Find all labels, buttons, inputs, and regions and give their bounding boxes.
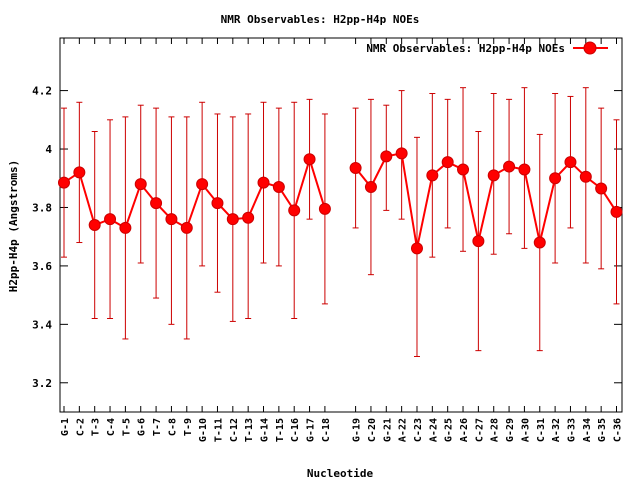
x-tick-label: A-34 [582, 418, 593, 442]
y-tick-label: 4.2 [32, 85, 52, 98]
x-tick-label: C-23 [413, 418, 424, 442]
x-tick-label: G-33 [566, 418, 577, 442]
data-point [303, 153, 316, 166]
data-point [211, 197, 224, 210]
y-tick-label: 4 [45, 143, 52, 156]
data-point [272, 181, 285, 194]
data-point [518, 163, 531, 176]
x-tick-label: C-18 [321, 418, 332, 442]
series-lines [63, 152, 618, 249]
data-point [180, 221, 193, 234]
data-point [257, 176, 270, 189]
data-point [441, 156, 454, 169]
x-tick-label: T-13 [244, 418, 255, 442]
data-point [533, 236, 546, 249]
x-tick-label: C-31 [536, 418, 547, 442]
x-tick-label: T-7 [152, 418, 163, 436]
data-point [165, 213, 178, 226]
x-tick-label: C-16 [290, 418, 301, 442]
y-axis-label: H2pp-H4p (Angstroms) [7, 160, 20, 292]
data-point [579, 170, 592, 183]
data-point [503, 160, 516, 173]
x-tick-label: T-11 [213, 418, 224, 442]
x-tick-label: G-14 [260, 418, 271, 442]
x-tick-label: G-29 [505, 418, 516, 442]
data-point [226, 213, 239, 226]
x-tick-label: C-12 [229, 418, 240, 442]
axis-ticks [60, 38, 622, 412]
x-tick-label: G-21 [382, 418, 393, 442]
data-point [88, 219, 101, 231]
x-tick-label: G-35 [597, 418, 608, 442]
data-point [288, 204, 301, 217]
y-tick-labels: 3.2 3.4 3.6 3.8 4 4.2 [32, 85, 52, 390]
data-point [58, 176, 70, 189]
x-tick-label: G-6 [137, 418, 148, 436]
series-line [354, 152, 618, 249]
legend-label: NMR Observables: H2pp-H4p NOEs [366, 42, 565, 55]
data-point [426, 169, 439, 182]
x-tick-labels: G-1 C-2 T-3 C-4 T-5 G-6 T-7 C-8 T-9 G-10 T-11 C-12 T… [60, 418, 624, 442]
y-tick-label: 3.6 [32, 260, 52, 273]
legend: NMR Observables: H2pp-H4p NOEs [366, 41, 608, 55]
data-point [134, 178, 147, 191]
x-tick-label: C-27 [474, 418, 485, 442]
data-point [472, 235, 485, 248]
data-point [410, 242, 423, 255]
x-tick-label: T-5 [121, 418, 132, 436]
x-tick-label: A-22 [398, 418, 409, 442]
legend-marker [583, 41, 597, 55]
x-tick-label: C-4 [106, 418, 117, 436]
data-point [349, 162, 362, 175]
plot-frame [59, 37, 623, 413]
data-point [487, 169, 500, 182]
y-tick-label: 3.2 [32, 377, 52, 390]
x-tick-label: A-26 [459, 418, 470, 442]
x-tick-label: A-30 [520, 418, 531, 442]
x-tick-label: G-1 [60, 418, 71, 436]
data-point [457, 163, 470, 176]
data-point [318, 202, 331, 215]
x-tick-label: G-10 [198, 418, 209, 442]
data-point [595, 182, 608, 195]
data-point [364, 181, 377, 194]
series-line [63, 155, 326, 230]
x-axis-label: Nucleotide [307, 467, 374, 480]
data-point [395, 147, 408, 160]
x-tick-label: A-32 [551, 418, 562, 442]
x-tick-label: C-36 [613, 418, 624, 442]
x-tick-label: C-2 [75, 418, 86, 436]
chart-title: NMR Observables: H2pp-H4p NOEs [221, 13, 420, 26]
x-tick-label: G-19 [352, 418, 363, 442]
data-point [610, 205, 623, 218]
x-tick-label: C-8 [167, 418, 178, 436]
data-point [380, 150, 393, 163]
x-tick-label: A-28 [490, 418, 501, 442]
data-point [104, 213, 117, 226]
data-point [196, 178, 209, 191]
x-tick-label: T-9 [183, 418, 194, 436]
data-point [549, 172, 562, 185]
data-point [150, 197, 163, 210]
x-tick-label: G-17 [306, 418, 317, 442]
x-tick-label: C-20 [367, 418, 378, 442]
x-tick-label: G-25 [444, 418, 455, 442]
data-point [242, 211, 255, 224]
data-point [564, 156, 577, 169]
y-tick-label: 3.4 [32, 318, 52, 331]
series-points [58, 147, 623, 255]
data-point [119, 221, 132, 234]
x-tick-label: T-15 [275, 418, 286, 442]
data-point [73, 166, 86, 179]
x-tick-label: A-24 [428, 418, 439, 442]
y-tick-label: 3.8 [32, 201, 52, 214]
x-tick-label: T-3 [91, 418, 102, 436]
